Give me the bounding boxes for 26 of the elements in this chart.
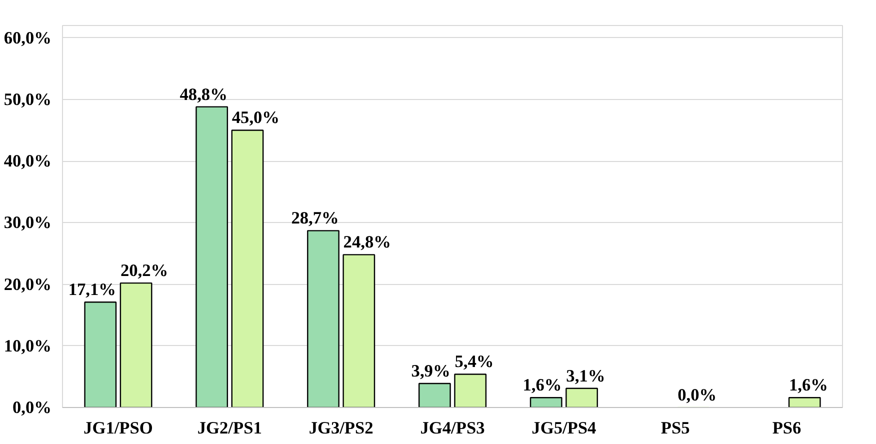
x-tick-label: JG4/PS3: [420, 418, 486, 438]
data-label: 24,8%: [343, 232, 391, 252]
x-tick-label: JG1/PSO: [84, 418, 153, 438]
data-label: 17,1%: [68, 280, 116, 300]
y-tick-label: 20,0%: [4, 274, 52, 294]
y-tick-label: 40,0%: [4, 152, 52, 171]
y-tick-label: 50,0%: [4, 90, 52, 109]
data-label: 3,9%: [411, 361, 450, 380]
data-label: 28,7%: [291, 208, 339, 228]
y-tick-label: 60,0%: [4, 28, 52, 48]
y-tick-label: 0,0%: [12, 398, 52, 417]
x-tick-label: JG2/PS1: [197, 418, 262, 438]
x-tick-label: PS6: [772, 418, 802, 438]
data-label: 5,4%: [454, 352, 494, 372]
y-tick-label: 10,0%: [4, 336, 52, 356]
x-tick-label: JG5/PS4: [532, 418, 597, 438]
data-label: 48,8%: [180, 84, 228, 104]
x-tick-label: JG3/PS2: [308, 418, 374, 438]
data-label: 20,2%: [120, 261, 168, 280]
data-label: 1,6%: [522, 376, 562, 395]
x-tick-label: PS5: [660, 418, 690, 438]
y-tick-label: 30,0%: [4, 213, 52, 232]
data-label: 3,1%: [566, 366, 606, 386]
data-label: 45,0%: [232, 108, 280, 128]
data-label: 0,0%: [678, 386, 717, 404]
data-label: 1,6%: [789, 376, 828, 395]
